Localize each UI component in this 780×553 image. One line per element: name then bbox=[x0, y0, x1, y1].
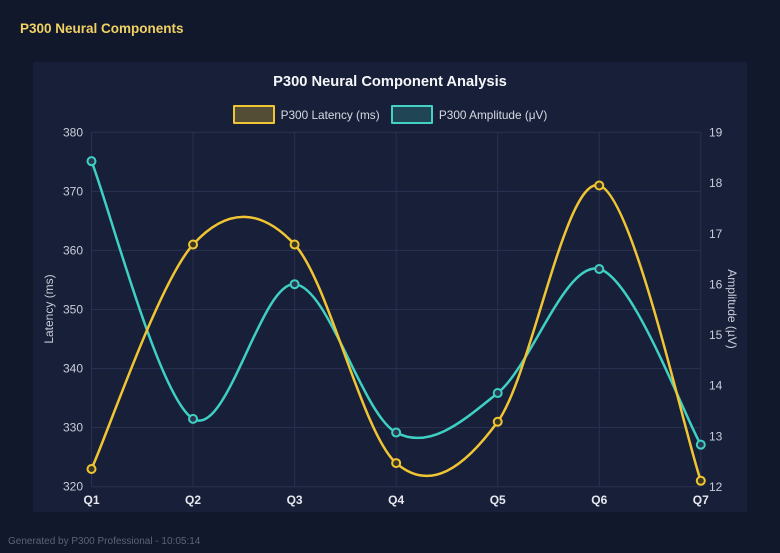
svg-text:19: 19 bbox=[709, 126, 723, 140]
svg-text:16: 16 bbox=[709, 277, 723, 291]
svg-text:330: 330 bbox=[63, 421, 83, 435]
svg-text:340: 340 bbox=[63, 362, 83, 376]
svg-text:17: 17 bbox=[709, 227, 723, 241]
svg-text:360: 360 bbox=[63, 244, 83, 258]
svg-text:15: 15 bbox=[709, 328, 723, 342]
svg-text:Q6: Q6 bbox=[591, 493, 607, 507]
svg-text:380: 380 bbox=[63, 126, 83, 140]
svg-text:13: 13 bbox=[709, 429, 723, 443]
svg-text:18: 18 bbox=[709, 176, 723, 190]
svg-text:Amplitude (µV): Amplitude (µV) bbox=[725, 269, 739, 349]
svg-text:350: 350 bbox=[63, 303, 83, 317]
svg-text:14: 14 bbox=[709, 379, 723, 393]
svg-text:Latency (ms): Latency (ms) bbox=[42, 274, 56, 343]
svg-text:320: 320 bbox=[63, 480, 83, 494]
svg-text:Q4: Q4 bbox=[388, 493, 404, 507]
svg-text:Q1: Q1 bbox=[83, 493, 99, 507]
svg-text:12: 12 bbox=[709, 480, 723, 494]
svg-text:Q7: Q7 bbox=[693, 493, 709, 507]
svg-text:Q3: Q3 bbox=[287, 493, 303, 507]
svg-text:370: 370 bbox=[63, 185, 83, 199]
svg-text:Q2: Q2 bbox=[185, 493, 201, 507]
svg-text:Q5: Q5 bbox=[490, 493, 506, 507]
